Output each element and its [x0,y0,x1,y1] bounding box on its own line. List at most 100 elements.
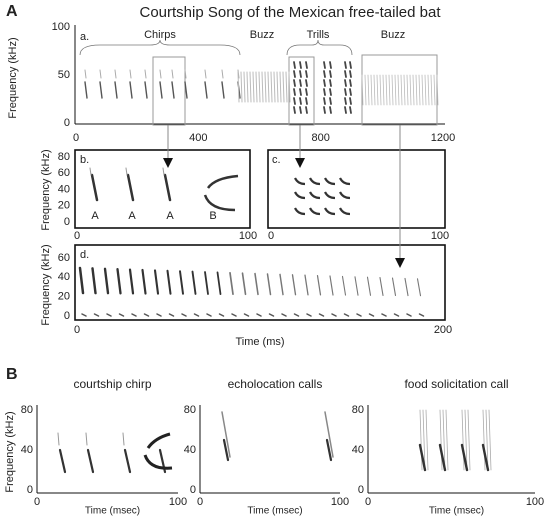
x-tick-label: 0 [268,230,274,242]
call-stroke [99,81,103,99]
syllable-label: A [91,210,99,222]
call-stroke [299,79,302,87]
call-stroke [106,313,112,317]
arrow [163,158,173,168]
y-tick-label: 0 [64,216,70,228]
call-stroke [122,432,125,446]
call-stroke [422,409,426,471]
y-tick-label: 60 [58,252,70,264]
call-stroke [364,74,367,106]
panel-label: B [6,366,18,383]
call-stroke [246,71,249,103]
call-stroke [282,71,285,103]
call-stroke [381,313,387,317]
call-stroke [460,443,469,472]
call-stroke [391,277,397,297]
call-stroke [439,409,443,471]
call-stroke [442,409,446,471]
segment-label: Chirps [144,29,176,41]
call-stroke [299,106,302,114]
call-stroke [281,313,287,317]
call-stroke [349,70,352,78]
call-stroke [349,79,352,87]
call-stroke [329,275,334,296]
sublabel: d. [80,249,89,261]
call-stroke [304,274,309,296]
call-stroke [249,71,252,103]
call-stroke [404,277,409,297]
call-stroke [285,71,288,103]
call-stroke [385,74,388,106]
plot-title: food solicitation call [404,377,508,391]
y-tick-label: 40 [21,444,33,456]
panel-label: A [6,3,18,20]
call-stroke [344,106,347,114]
call-stroke [366,276,372,296]
y-tick-label: 100 [52,21,70,33]
call-stroke [382,74,385,106]
call-stroke [406,74,409,106]
y-tick-label: 0 [64,117,70,129]
call-stroke [445,409,449,471]
call-stroke [424,74,427,106]
call-stroke [461,409,465,471]
call-stroke [229,271,234,296]
arrow [295,158,305,168]
call-stroke [144,81,148,99]
call-stroke [323,79,326,87]
call-stroke [114,81,118,99]
call-stroke [78,266,85,295]
figure-title: Courtship Song of the Mexican free-taile… [139,4,441,21]
call-stroke [309,177,321,186]
x-tick-label: 1200 [431,132,455,144]
call-stroke [341,275,347,296]
call-stroke [409,74,412,106]
call-stroke [415,74,418,106]
call-stroke [123,448,132,474]
call-stroke [349,61,352,69]
bracket [286,39,353,56]
call-stroke [356,313,362,317]
x-tick-label: 0 [74,230,80,242]
call-stroke [85,432,88,446]
segment-label: Buzz [381,29,405,41]
call-stroke [305,70,308,78]
call-stroke [305,97,308,105]
call-stroke [293,61,296,69]
call-stroke [379,277,384,296]
call-stroke [339,207,351,216]
call-stroke [221,69,224,79]
call-stroke [427,74,430,106]
call-stroke [397,74,400,106]
call-stroke [344,97,347,105]
call-stroke [309,191,321,200]
call-stroke [376,74,379,106]
y-tick-label: 20 [58,291,70,303]
call-stroke [324,207,336,216]
y-tick-label: 0 [64,310,70,322]
call-stroke [418,74,421,106]
call-stroke [324,191,336,200]
call-stroke [299,61,302,69]
call-stroke [153,269,160,295]
call-stroke [268,313,275,317]
call-stroke [339,177,351,186]
x-tick-label: 200 [434,324,452,336]
call-stroke [418,313,425,317]
call-stroke [485,409,489,471]
call-stroke [129,69,132,79]
call-stroke [294,191,306,200]
call-stroke [166,269,172,295]
call-stroke [412,74,415,106]
call-stroke [243,313,250,317]
call-stroke [368,313,375,317]
call-stroke [406,313,412,317]
call-stroke [324,177,336,186]
call-stroke [264,71,267,103]
call-stroke [344,61,347,69]
call-stroke [323,97,326,105]
x-tick-label: 100 [331,496,349,508]
plot-title: echolocation calls [228,377,323,391]
y-tick-label: 0 [190,484,196,496]
y-tick-label: 40 [184,444,196,456]
